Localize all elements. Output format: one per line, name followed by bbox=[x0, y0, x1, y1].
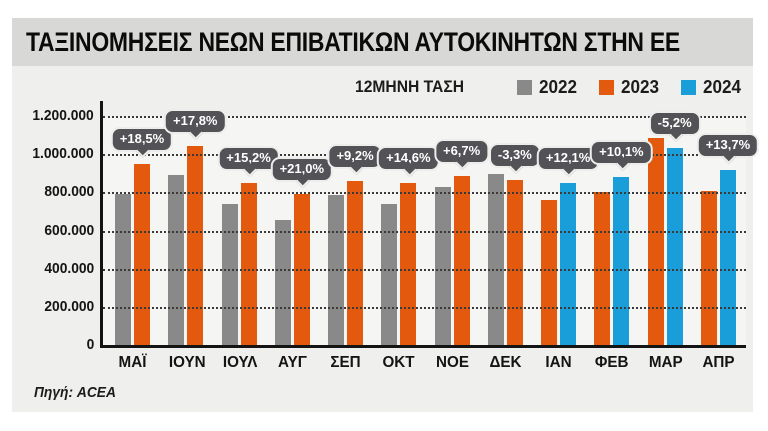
bar-2024-ΙΑΝ bbox=[560, 183, 577, 345]
bar-2023-ΦΕΒ bbox=[594, 192, 611, 345]
legend-label: 2023 bbox=[620, 77, 659, 97]
x-axis-labels: ΜΑΪ ΙΟΥΝ ΙΟΥΛ ΑΥΓ ΣΕΠ ΟΚΤ ΝΟΕ ΔΕΚ ΙΑΝ ΦΕΒ ΜΑΡ ΑΠΡ bbox=[103, 354, 746, 372]
bar-2023-ΙΟΥΛ bbox=[240, 183, 257, 345]
y-tick-label: 1.000.000 bbox=[32, 144, 94, 162]
meta-row: 12ΜΗΝΗ ΤΑΣΗ 2022 2023 2024 bbox=[12, 66, 753, 98]
bar-group-ΜΑΡ: -5,2% bbox=[647, 110, 701, 345]
pct-change-bubble-ΑΥΓ: +21,0% bbox=[270, 156, 334, 182]
legend-item-2024: 2024 bbox=[680, 77, 743, 98]
pct-change-bubble-ΙΑΝ: +12,1% bbox=[536, 145, 600, 171]
page-title: ΤΑΞΙΝΟΜΗΣΕΙΣ ΝΕΩΝ ΕΠΙΒΑΤΙΚΩΝ ΑΥΤΟΚΙΝΗΤΩΝ… bbox=[26, 26, 680, 57]
pct-change-bubble-ΣΕΠ: +9,2% bbox=[327, 143, 383, 169]
x-label-ΜΑΡ: ΜΑΡ bbox=[648, 354, 683, 371]
bar-2023-ΟΚΤ bbox=[400, 183, 417, 345]
bar-group-ΟΚΤ: +14,6% bbox=[377, 116, 440, 345]
source-credit: Πηγή: ACEA bbox=[34, 384, 116, 401]
bar-2024-ΑΠΡ bbox=[719, 170, 736, 345]
legend-item-2022: 2022 bbox=[516, 77, 579, 98]
y-tick-label: 600.000 bbox=[44, 221, 94, 239]
gridline bbox=[103, 192, 746, 195]
gridline bbox=[103, 230, 746, 233]
bar-2022-ΔΕΚ bbox=[487, 174, 504, 345]
y-tick-label: 1.200.000 bbox=[32, 106, 94, 124]
pct-change-bubble-ΟΚΤ: +14,6% bbox=[377, 145, 440, 171]
legend-swatch-icon bbox=[680, 80, 696, 95]
x-label-ΦΕΒ: ΦΕΒ bbox=[595, 354, 629, 371]
bar-2023-ΙΑΝ bbox=[541, 200, 558, 345]
bar-group-ΔΕΚ: -3,3% bbox=[487, 116, 541, 345]
infographic-card: ΤΑΞΙΝΟΜΗΣΕΙΣ ΝΕΩΝ ΕΠΙΒΑΤΙΚΩΝ ΑΥΤΟΚΙΝΗΤΩΝ… bbox=[12, 18, 760, 412]
pct-change-bubble-ΜΑΪ: +18,5% bbox=[110, 126, 174, 152]
bar-2022-ΑΥΓ bbox=[274, 220, 291, 345]
chart-subtitle: 12ΜΗΝΗ ΤΑΣΗ bbox=[355, 77, 465, 96]
bar-group-ΙΑΝ: +12,1% bbox=[536, 116, 600, 345]
pct-change-bubble-ΜΑΡ: -5,2% bbox=[648, 110, 701, 136]
y-tick-label: 0 bbox=[86, 335, 94, 353]
legend-label: 2024 bbox=[702, 77, 741, 97]
pct-change-bubble-ΝΟΕ: +6,7% bbox=[433, 138, 490, 164]
bar-2023-ΣΕΠ bbox=[347, 181, 364, 345]
x-label-ΙΟΥΛ: ΙΟΥΛ bbox=[222, 354, 257, 371]
y-axis: 1.200.000 1.000.000 800.000 600.000 400.000 2… bbox=[12, 107, 100, 353]
bar-2023-ΜΑΪ bbox=[134, 164, 150, 345]
x-label-ΝΟΕ: ΝΟΕ bbox=[435, 354, 469, 371]
x-label-ΔΕΚ: ΔΕΚ bbox=[489, 354, 522, 371]
bar-2024-ΦΕΒ bbox=[613, 177, 630, 345]
legend-item-2023: 2023 bbox=[598, 77, 661, 98]
gridline bbox=[103, 268, 746, 271]
x-label-ΑΠΡ: ΑΠΡ bbox=[702, 354, 735, 371]
bar-2022-ΝΟΕ bbox=[434, 187, 451, 345]
bar-2024-ΜΑΡ bbox=[666, 148, 683, 345]
bar-2023-ΔΕΚ bbox=[506, 180, 523, 345]
gridline bbox=[103, 116, 746, 118]
bar-2023-ΙΟΥΝ bbox=[187, 146, 204, 345]
x-label-ΟΚΤ: ΟΚΤ bbox=[382, 354, 415, 371]
pct-change-bubble-ΔΕΚ: -3,3% bbox=[488, 142, 541, 168]
bar-2023-ΑΠΡ bbox=[700, 191, 717, 345]
bar-2022-ΙΟΥΛ bbox=[221, 204, 238, 345]
y-tick-label: 200.000 bbox=[44, 297, 94, 315]
chart-area: 1.200.000 1.000.000 800.000 600.000 400.000 2… bbox=[12, 101, 760, 353]
bar-group-ΑΠΡ: +13,7% bbox=[696, 116, 760, 345]
legend-swatch-icon bbox=[516, 80, 532, 95]
bar-2022-ΟΚΤ bbox=[381, 204, 398, 345]
plot-area: +18,5% +17,8% +15,2% +21,0% +9,2% +14,6% +6,7%… bbox=[100, 101, 760, 348]
pct-change-bubble-ΑΠΡ: +13,7% bbox=[696, 132, 760, 158]
bar-group-ΙΟΥΛ: +15,2% bbox=[217, 116, 280, 345]
bar-2023-ΝΟΕ bbox=[453, 176, 470, 345]
bar-group-ΝΟΕ: +6,7% bbox=[433, 116, 490, 345]
legend-label: 2022 bbox=[538, 77, 577, 97]
x-label-ΙΑΝ: ΙΑΝ bbox=[545, 354, 572, 371]
gridline bbox=[103, 306, 746, 309]
y-tick-label: 400.000 bbox=[44, 259, 94, 277]
pct-change-bubble-ΦΕΒ: +10,1% bbox=[590, 139, 653, 165]
title-band: ΤΑΞΙΝΟΜΗΣΕΙΣ ΝΕΩΝ ΕΠΙΒΑΤΙΚΩΝ ΑΥΤΟΚΙΝΗΤΩΝ… bbox=[12, 18, 753, 66]
x-label-ΣΕΠ: ΣΕΠ bbox=[330, 354, 361, 371]
x-label-ΑΥΓ: ΑΥΓ bbox=[277, 354, 307, 371]
bar-group-ΦΕΒ: +10,1% bbox=[590, 116, 653, 345]
legend: 2022 2023 2024 bbox=[516, 77, 743, 98]
bar-2022-ΙΟΥΝ bbox=[168, 175, 185, 345]
bar-group-ΙΟΥΝ: +17,8% bbox=[164, 108, 227, 345]
bar-2023-ΜΑΡ bbox=[647, 138, 664, 345]
legend-swatch-icon bbox=[598, 80, 614, 95]
x-label-ΜΑΪ: ΜΑΪ bbox=[118, 354, 147, 371]
pct-change-bubble-ΙΟΥΝ: +17,8% bbox=[164, 108, 227, 134]
x-label-ΙΟΥΝ: ΙΟΥΝ bbox=[169, 354, 206, 371]
pct-change-bubble-ΙΟΥΛ: +15,2% bbox=[217, 145, 280, 171]
y-tick-label: 800.000 bbox=[44, 183, 94, 201]
